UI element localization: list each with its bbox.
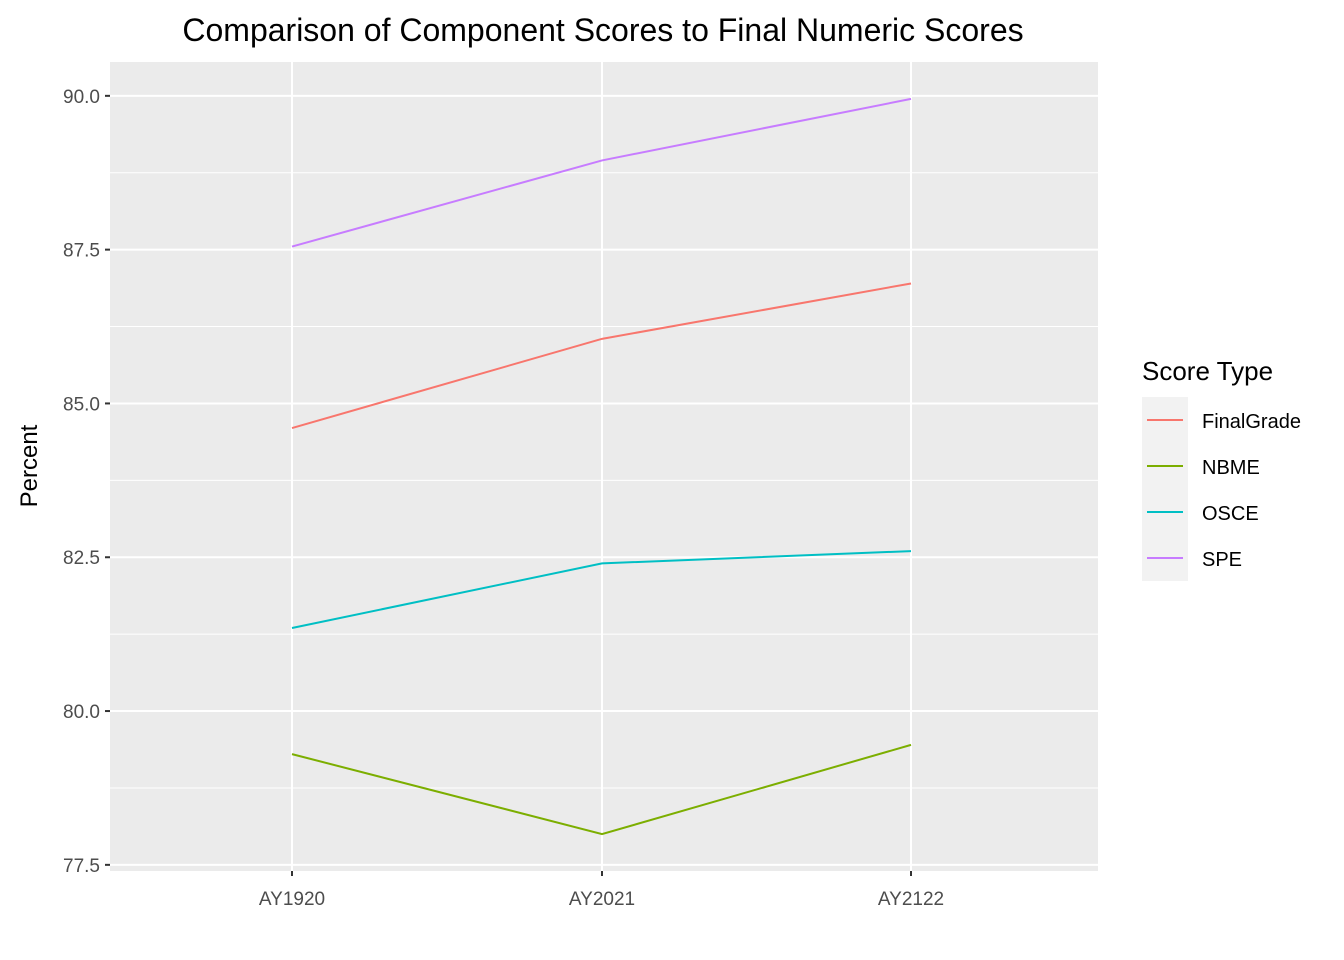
grid [110,62,1098,871]
x-tick-label: AY1920 [259,889,325,910]
x-tick-label: AY2021 [569,889,635,910]
series-line-finalgrade [291,282,912,430]
legend-label-finalgrade: FinalGrade [1202,411,1301,433]
series-lines [291,97,912,836]
y-axis-title: Percent [16,424,43,507]
legend: Score Type FinalGrade NBME OSCE SPE [1142,356,1301,581]
y-tick-label: 77.5 [63,856,100,877]
series-line-nbme [291,743,912,836]
legend-label-spe: SPE [1202,549,1242,571]
series-line-spe [291,97,912,248]
y-tick-label: 82.5 [63,548,100,569]
series-line-osce [291,550,912,629]
y-tick-label: 80.0 [63,702,100,723]
y-tick-label: 85.0 [63,394,100,415]
x-axis: AY1920 AY2021 AY2122 [259,871,944,910]
chart-title: Comparison of Component Scores to Final … [182,12,1023,48]
legend-key-background [1142,397,1188,581]
legend-label-osce: OSCE [1202,503,1259,525]
y-tick-label: 87.5 [63,241,100,262]
x-tick-label: AY2122 [878,889,944,910]
legend-label-nbme: NBME [1202,457,1260,479]
legend-title: Score Type [1142,356,1273,386]
y-axis: 77.5 80.0 82.5 85.0 87.5 90.0 [63,87,110,877]
y-tick-label: 90.0 [63,87,100,108]
plot-panel [110,62,1098,871]
